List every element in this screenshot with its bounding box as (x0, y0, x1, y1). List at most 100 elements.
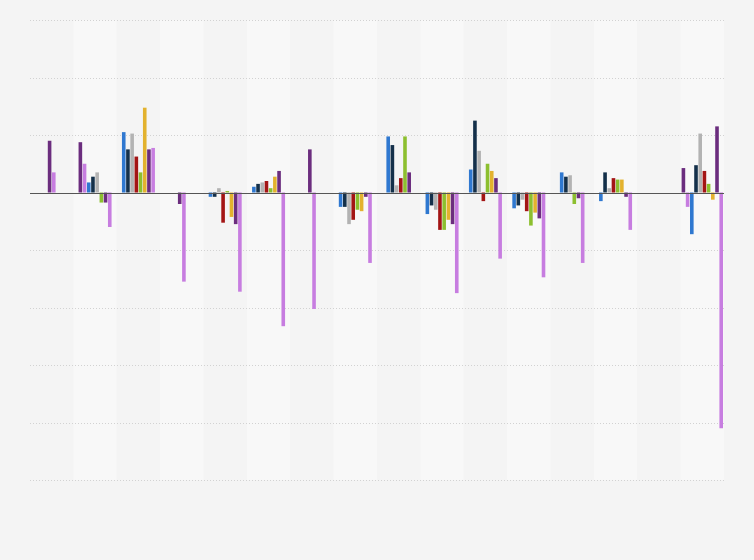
bar[interactable] (51, 172, 56, 193)
bar[interactable] (398, 178, 403, 193)
bar[interactable] (95, 172, 99, 193)
bar[interactable] (151, 147, 155, 193)
bar[interactable] (599, 192, 603, 202)
bar[interactable] (368, 192, 372, 263)
bar[interactable] (473, 120, 477, 193)
bar[interactable] (719, 192, 724, 429)
bar[interactable] (351, 192, 356, 220)
bar[interactable] (260, 182, 265, 193)
bar[interactable] (628, 192, 633, 230)
bar[interactable] (338, 192, 343, 207)
bar[interactable] (225, 191, 230, 193)
bar[interactable] (433, 192, 438, 210)
bar[interactable] (529, 192, 533, 226)
bar[interactable] (281, 192, 286, 327)
bar[interactable] (121, 132, 126, 193)
bar[interactable] (256, 183, 260, 193)
bar[interactable] (481, 192, 486, 202)
bar[interactable] (177, 192, 182, 205)
bar[interactable] (142, 107, 147, 193)
bar[interactable] (524, 192, 529, 212)
bar[interactable] (690, 192, 694, 235)
bar[interactable] (520, 192, 525, 200)
bar[interactable] (212, 192, 217, 197)
bar[interactable] (698, 133, 703, 193)
bar[interactable] (355, 192, 360, 210)
bar[interactable] (147, 149, 151, 193)
bar[interactable] (615, 179, 620, 193)
bar[interactable] (268, 188, 273, 193)
bar[interactable] (99, 192, 104, 203)
bar[interactable] (498, 192, 502, 259)
bar[interactable] (403, 136, 407, 193)
bar[interactable] (126, 149, 130, 193)
bar[interactable] (208, 192, 213, 197)
bar[interactable] (264, 181, 269, 193)
bar[interactable] (468, 169, 473, 193)
bar[interactable] (580, 192, 585, 263)
bar[interactable] (450, 192, 455, 225)
bar[interactable] (620, 179, 624, 193)
bar[interactable] (611, 178, 616, 193)
bar[interactable] (681, 168, 686, 193)
bar[interactable] (347, 192, 351, 225)
bar[interactable] (229, 192, 234, 217)
bar[interactable] (485, 163, 490, 193)
bar[interactable] (454, 192, 459, 294)
bar[interactable] (78, 142, 83, 193)
bar[interactable] (711, 192, 715, 200)
bar[interactable] (715, 126, 719, 193)
bar[interactable] (364, 192, 368, 197)
bar[interactable] (86, 182, 91, 193)
bar[interactable] (343, 192, 347, 207)
bar[interactable] (685, 192, 690, 207)
bar[interactable] (576, 192, 581, 199)
bar[interactable] (386, 136, 390, 193)
bar[interactable] (407, 172, 411, 193)
bar[interactable] (438, 192, 442, 230)
bar[interactable] (624, 192, 628, 197)
bar[interactable] (559, 172, 564, 193)
bar[interactable] (477, 150, 481, 193)
bar[interactable] (221, 192, 225, 223)
bar[interactable] (273, 176, 277, 193)
bar[interactable] (564, 176, 568, 193)
bar[interactable] (390, 145, 395, 193)
bar[interactable] (82, 163, 87, 193)
bar[interactable] (359, 192, 364, 212)
bar[interactable] (394, 185, 399, 193)
bar[interactable] (47, 140, 52, 193)
bar[interactable] (107, 192, 112, 228)
bar[interactable] (217, 188, 221, 193)
bar[interactable] (494, 178, 498, 193)
bar[interactable] (130, 133, 134, 193)
bar[interactable] (537, 192, 542, 219)
bar[interactable] (533, 192, 537, 213)
bar[interactable] (446, 192, 451, 220)
bar[interactable] (308, 149, 312, 193)
bar[interactable] (277, 170, 281, 193)
bar[interactable] (103, 192, 108, 203)
bar[interactable] (694, 165, 698, 193)
bar[interactable] (425, 192, 430, 215)
bar[interactable] (252, 186, 256, 193)
bar[interactable] (312, 192, 316, 309)
bar[interactable] (233, 192, 238, 225)
bar[interactable] (512, 192, 516, 209)
bar[interactable] (706, 183, 711, 193)
bar[interactable] (572, 192, 577, 205)
bar[interactable] (429, 192, 434, 206)
bar[interactable] (238, 192, 242, 292)
bar[interactable] (442, 192, 446, 230)
bar[interactable] (702, 170, 707, 193)
bar[interactable] (489, 170, 494, 193)
bar[interactable] (603, 172, 607, 193)
bar[interactable] (607, 188, 612, 193)
bar[interactable] (541, 192, 546, 278)
bar[interactable] (134, 156, 139, 193)
bar[interactable] (568, 175, 572, 193)
bar[interactable] (138, 172, 143, 193)
bar[interactable] (91, 176, 95, 193)
bar[interactable] (182, 192, 186, 282)
bar[interactable] (516, 192, 521, 206)
